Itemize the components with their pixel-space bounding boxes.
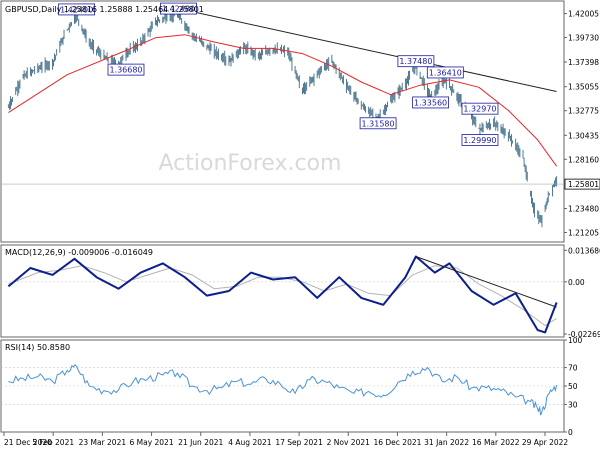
price-annotation-box	[426, 66, 464, 79]
x-tick-label: 29 Apr 2022	[522, 438, 569, 447]
price-annotation-box	[107, 63, 145, 76]
price-y-tick-label: 1.37398	[568, 58, 599, 67]
price-y-tick-label: 1.23480	[568, 205, 599, 214]
price-annotation-box	[461, 134, 499, 146]
price-y-tick-label: 1.21205	[568, 228, 599, 237]
rsi-y-tick-label: 30	[568, 400, 578, 409]
macd-y-tick-label: 0.00	[568, 278, 585, 287]
price-annotation-label: 1.33560	[414, 98, 447, 107]
x-tick-label: 2 Nov 2021	[327, 438, 370, 447]
annotations: 1.42400 1.42480 1.36680 1.37480 1.36410 1.335…	[58, 2, 499, 146]
macd-y-tick-label: 0.013686	[568, 246, 600, 255]
macd-series	[1, 255, 564, 334]
x-tick-label: 4 Aug 2021	[228, 438, 271, 447]
axes: 1.42005 1.39730 1.37398 1.35055 1.32775 1.304…	[564, 10, 600, 437]
x-tick-label: 16 Mar 2022	[472, 438, 520, 447]
price-series	[1, 7, 564, 228]
price-annotation-box	[359, 117, 397, 130]
price-annotation-label: 1.36410	[429, 68, 462, 77]
macd-panel	[0, 244, 565, 338]
price-annotation-box	[412, 96, 450, 109]
price-y-tick-label: 1.28160	[568, 155, 599, 164]
price-panel-title: GBPUSD,Daily 1.25816 1.25888 1.25464 1.2…	[5, 5, 204, 14]
price-annotation-label: 1.42480	[162, 5, 195, 14]
price-y-tick-label: 1.39730	[568, 34, 599, 43]
x-tick-label: 17 Sep 2021	[275, 438, 323, 447]
price-annotation-box	[397, 55, 435, 68]
macd-panel-title: MACD(12,26,9) -0.009006 -0.016049	[5, 248, 153, 257]
price-y-tick-label: 1.35055	[568, 83, 599, 92]
price-annotation-label: 1.29990	[463, 136, 496, 145]
price-annotation-box	[58, 3, 96, 16]
macd-y-tick-label: -0.022698	[568, 330, 600, 339]
x-tick-label: 31 Jan 2022	[424, 438, 469, 447]
price-y-tick-label: 1.42005	[568, 10, 599, 19]
price-y-tick-label: 1.32775	[568, 107, 599, 116]
macd-line	[7, 255, 558, 334]
current-price-box	[564, 178, 600, 190]
rsi-y-tick-label: 100	[568, 336, 583, 345]
price-panel	[0, 0, 565, 243]
price-annotation-label: 1.37480	[399, 57, 432, 66]
price-annotation-label: 1.31580	[362, 119, 395, 128]
macd-signal-line	[8, 265, 557, 326]
rsi-line	[8, 363, 558, 416]
price-annotation-label: 1.32970	[463, 105, 496, 114]
rsi-series	[1, 363, 564, 416]
x-tick-label: 5 Feb 2021	[32, 438, 74, 447]
moving-average-line	[8, 34, 558, 167]
price-annotation-label: 1.42400	[60, 5, 93, 14]
rsi-y-tick-label: 70	[568, 364, 578, 373]
x-tick-label: 23 Mar 2021	[79, 438, 127, 447]
price-annotation-label: 1.36680	[109, 66, 142, 75]
price-trendline	[178, 8, 557, 92]
price-annotation-box	[160, 2, 197, 15]
rsi-y-tick-label: 50	[568, 382, 578, 391]
price-y-tick-label: 1.30435	[568, 131, 599, 140]
x-tick-label: 6 May 2021	[129, 438, 173, 447]
macd-trendline	[415, 256, 557, 308]
price-annotation-box	[461, 102, 499, 115]
rsi-y-tick-label: 0	[568, 428, 573, 437]
x-tick-label: 21 Jun 2021	[178, 438, 223, 447]
x-tick-label: 16 Dec 2021	[373, 438, 421, 447]
rsi-panel-title: RSI(14) 50.8580	[5, 343, 70, 352]
x-tick-label: 21 Dec 2020	[4, 438, 52, 447]
watermark: ActionForex.com	[159, 151, 342, 176]
current-price-label: 1.25801	[568, 180, 599, 189]
